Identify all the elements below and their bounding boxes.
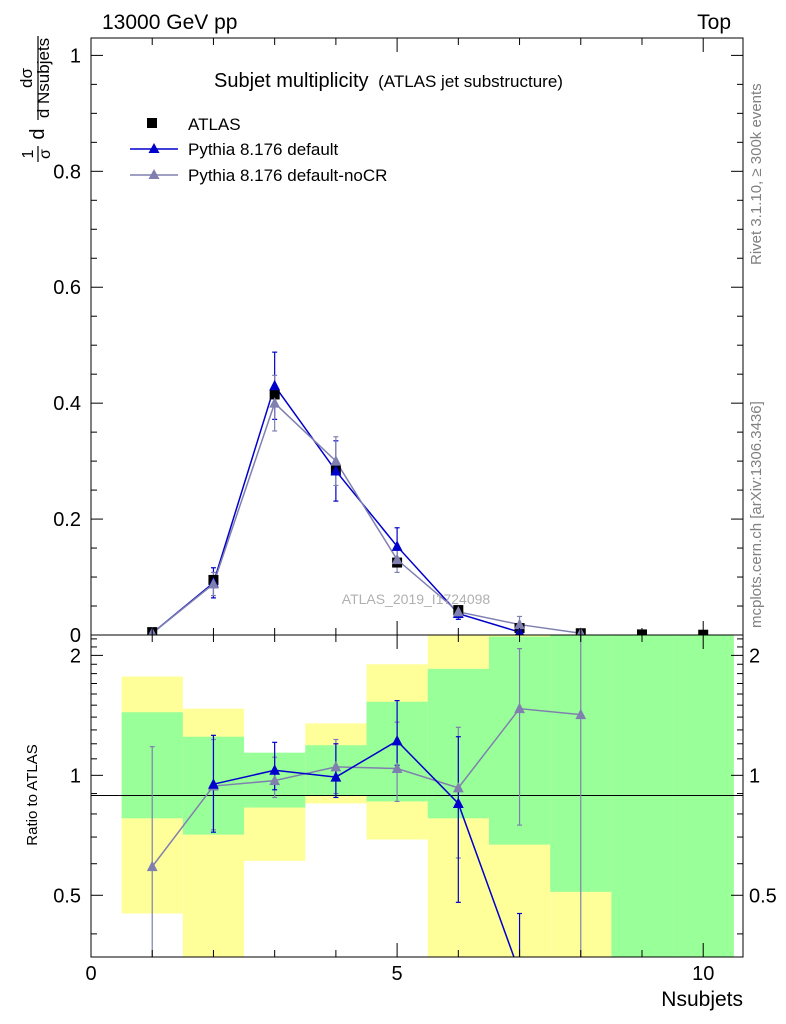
ylabel-den2: d Nsubjets xyxy=(34,38,53,118)
ratio-y-axis-label: Ratio to ATLAS xyxy=(24,744,41,845)
ylabel-den1: σ xyxy=(37,149,54,159)
rivet-label: Rivet 3.1.10, ≥ 300k events xyxy=(748,83,765,265)
ratio-point-default xyxy=(330,771,342,782)
ratio-band-inner xyxy=(672,635,734,957)
ratio-y-tick-label: 2 xyxy=(70,645,81,667)
series-line-nocr xyxy=(151,401,581,635)
x-tick-label: 10 xyxy=(692,963,714,985)
main-y-tick-label: 0 xyxy=(70,625,81,647)
ratio-y-tick-label-right: 0.5 xyxy=(749,885,777,907)
data-point-nocr xyxy=(391,553,403,565)
legend-label-nocr: Pythia 8.176 default-noCR xyxy=(188,166,387,185)
legend: ATLAS Pythia 8.176 default Pythia 8.176 … xyxy=(130,115,387,185)
x-tick-label: 0 xyxy=(85,963,96,985)
ratio-point-nocr xyxy=(269,774,281,786)
ylabel-d: d xyxy=(27,128,49,139)
ylabel-num1: 1 xyxy=(20,149,37,158)
data-point-default xyxy=(330,464,342,476)
ratio-line-default xyxy=(213,739,515,957)
plot-title: Subjet multiplicity (ATLAS jet substruct… xyxy=(214,70,563,92)
ratio-y-tick-label: 1 xyxy=(70,765,81,787)
main-y-tick-label: 1 xyxy=(70,45,81,67)
mcplots-label: mcplots.cern.ch [arXiv:1306.3436] xyxy=(748,401,765,628)
data-point-nocr xyxy=(452,605,464,617)
legend-triangle-nocr xyxy=(148,169,160,179)
legend-entry-atlas: ATLAS xyxy=(147,115,241,134)
ratio-point-default xyxy=(452,797,464,808)
plot-title-sub: (ATLAS jet substructure) xyxy=(378,72,563,91)
ratio-point-default xyxy=(208,778,219,789)
ratio-point-default xyxy=(391,734,403,746)
ratio-y-tick-label-right: 2 xyxy=(749,645,760,667)
ratio-point-default xyxy=(269,764,281,775)
legend-triangle-default xyxy=(148,143,160,153)
legend-entry-nocr: Pythia 8.176 default-noCR xyxy=(130,166,387,185)
main-y-axis-label: dσ d Nsubjets d 1 σ xyxy=(17,36,54,162)
data-point-nocr xyxy=(208,577,219,589)
ratio-point-nocr xyxy=(514,702,525,714)
data-point-nocr xyxy=(330,455,342,466)
ratio-y-tick-label-right: 1 xyxy=(749,765,760,787)
data-point-atlas xyxy=(269,389,280,400)
process-label: Top xyxy=(697,11,731,34)
plot-title-main: Subjet multiplicity xyxy=(214,70,369,92)
ratio-point-nocr xyxy=(391,762,403,774)
main-y-tick-label: 0.8 xyxy=(53,161,81,183)
ratio-line-nocr xyxy=(151,707,581,868)
ratio-point-nocr xyxy=(146,860,158,872)
data-point-nocr xyxy=(514,618,525,630)
ratio-plot-frame xyxy=(90,634,744,958)
ratio-y-tick-label: 0.5 xyxy=(53,885,81,907)
x-tick-label: 5 xyxy=(392,963,403,985)
ratio-band-inner xyxy=(611,635,673,957)
legend-entry-default: Pythia 8.176 default xyxy=(130,140,339,159)
main-y-tick-label: 0.6 xyxy=(53,277,81,299)
energy-label: 13000 GeV pp xyxy=(102,11,237,34)
main-plot-area: 0 0.2 0.4 0.6 0.8 1 xyxy=(53,37,744,647)
data-point-default xyxy=(391,540,403,551)
data-point-nocr xyxy=(269,397,281,408)
ratio-point-nocr xyxy=(452,781,464,793)
legend-square-marker xyxy=(147,118,157,128)
legend-label-atlas: ATLAS xyxy=(188,115,241,134)
x-axis-label: Nsubjets xyxy=(661,988,743,1011)
legend-label-default: Pythia 8.176 default xyxy=(188,140,339,159)
ratio-plot-area: 0.5 0.5 1 1 2 2 0 5 10 xyxy=(53,634,777,985)
ratio-point-nocr xyxy=(575,708,587,720)
main-y-tick-label: 0.4 xyxy=(53,393,81,415)
ratio-point-nocr xyxy=(330,760,342,772)
analysis-watermark: ATLAS_2019_I1724098 xyxy=(342,591,491,607)
ylabel-num2: dσ xyxy=(17,68,36,88)
data-point-default xyxy=(269,379,281,391)
main-y-tick-label: 0.2 xyxy=(53,509,81,531)
